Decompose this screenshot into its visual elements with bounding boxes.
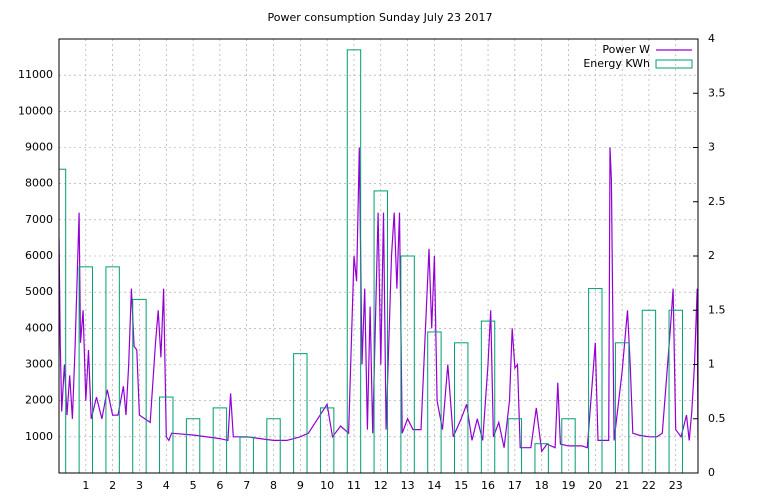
legend-label: Energy KWh — [583, 57, 650, 70]
y-tick-label: 8000 — [25, 177, 53, 190]
energy-box — [266, 418, 281, 473]
y-tick-label: 3000 — [25, 358, 53, 371]
chart-title: Power consumption Sunday July 23 2017 — [268, 11, 493, 24]
plot-area — [59, 49, 698, 473]
x-tick-label: 20 — [588, 479, 602, 492]
y-tick-label: 2000 — [25, 394, 53, 407]
y2-tick-label: 1.5 — [708, 303, 726, 316]
x-tick-label: 19 — [561, 479, 575, 492]
legend-label: Power W — [602, 43, 650, 56]
power-line — [59, 147, 698, 453]
y2-tick-label: 4 — [708, 32, 715, 45]
energy-box — [400, 255, 415, 473]
y2-tick-label: 0 — [708, 466, 715, 479]
x-tick-label: 22 — [642, 479, 656, 492]
energy-box — [78, 266, 94, 473]
x-tick-label: 1 — [82, 479, 89, 492]
y-tick-label: 5000 — [25, 285, 53, 298]
x-tick-label: 8 — [270, 479, 277, 492]
y-tick-label: 11000 — [18, 68, 53, 81]
energy-box — [132, 298, 147, 473]
x-tick-label: 21 — [615, 479, 629, 492]
y-tick-label: 9000 — [25, 141, 53, 154]
y-tick-label: 1000 — [25, 430, 53, 443]
energy-box — [561, 418, 576, 473]
x-tick-label: 18 — [535, 479, 549, 492]
y2-tick-label: 2.5 — [708, 195, 726, 208]
x-tick-label: 7 — [243, 479, 250, 492]
x-tick-label: 15 — [454, 479, 468, 492]
y-tick-label: 7000 — [25, 213, 53, 226]
y2-tick-label: 3 — [708, 141, 715, 154]
x-tick-label: 11 — [347, 479, 361, 492]
energy-box — [668, 309, 683, 473]
x-tick-label: 13 — [401, 479, 415, 492]
energy-box — [480, 320, 496, 473]
x-tick-label: 3 — [136, 479, 143, 492]
legend-swatch — [655, 59, 693, 69]
energy-box — [373, 190, 388, 473]
x-tick-label: 4 — [163, 479, 170, 492]
x-tick-label: 14 — [427, 479, 441, 492]
x-tick-label: 9 — [297, 479, 304, 492]
x-tick-label: 2 — [109, 479, 116, 492]
y-tick-label: 4000 — [25, 321, 53, 334]
y-tick-label: 10000 — [18, 104, 53, 117]
y2-tick-label: 0.5 — [708, 412, 726, 425]
x-tick-label: 23 — [669, 479, 683, 492]
y2-tick-label: 3.5 — [708, 86, 726, 99]
y2-tick-label: 2 — [708, 249, 715, 262]
x-tick-label: 16 — [481, 479, 495, 492]
energy-box — [239, 436, 254, 473]
energy-box — [59, 168, 67, 473]
energy-box — [427, 331, 442, 473]
x-tick-label: 17 — [508, 479, 522, 492]
energy-box — [185, 418, 201, 473]
y-tick-label: 6000 — [25, 249, 53, 262]
energy-box — [105, 266, 120, 473]
energy-box — [454, 342, 469, 473]
x-tick-label: 5 — [190, 479, 197, 492]
x-tick-label: 10 — [320, 479, 334, 492]
energy-box — [507, 418, 523, 473]
energy-box — [641, 309, 657, 473]
y2-tick-label: 1 — [708, 358, 715, 371]
x-tick-label: 6 — [216, 479, 223, 492]
x-tick-label: 12 — [374, 479, 388, 492]
